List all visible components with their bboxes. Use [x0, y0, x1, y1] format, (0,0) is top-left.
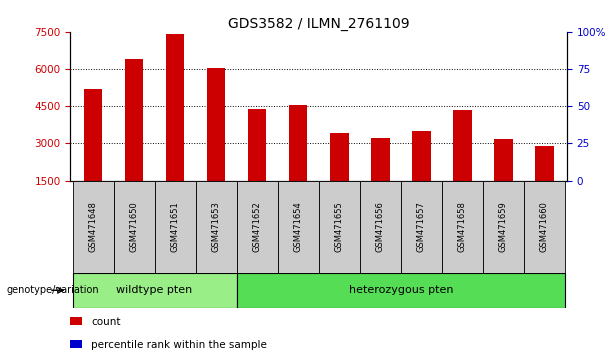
Title: GDS3582 / ILMN_2761109: GDS3582 / ILMN_2761109: [228, 17, 409, 31]
Bar: [524, 181, 565, 273]
Text: GSM471650: GSM471650: [129, 201, 139, 252]
Text: GSM471655: GSM471655: [335, 201, 344, 252]
Bar: [483, 181, 524, 273]
Text: GSM471656: GSM471656: [376, 201, 385, 252]
Bar: [535, 146, 554, 181]
Bar: [154, 181, 196, 273]
Bar: [371, 138, 389, 181]
Bar: [113, 181, 154, 273]
Text: GSM471657: GSM471657: [417, 201, 426, 252]
Bar: [278, 181, 319, 273]
Text: wildtype pten: wildtype pten: [116, 285, 192, 295]
Bar: [72, 273, 237, 308]
Bar: [248, 109, 267, 181]
Bar: [412, 131, 430, 181]
Bar: [166, 34, 185, 181]
Text: GSM471648: GSM471648: [88, 201, 97, 252]
Text: GSM471654: GSM471654: [294, 201, 303, 252]
Bar: [330, 133, 349, 181]
Bar: [401, 181, 442, 273]
Text: GSM471651: GSM471651: [170, 201, 180, 252]
Bar: [319, 181, 360, 273]
Text: GSM471653: GSM471653: [211, 201, 221, 252]
Bar: [207, 68, 226, 181]
Text: heterozygous pten: heterozygous pten: [349, 285, 453, 295]
Bar: [289, 105, 308, 181]
Text: genotype/variation: genotype/variation: [6, 285, 99, 295]
Text: GSM471658: GSM471658: [458, 201, 467, 252]
Bar: [494, 139, 512, 181]
Text: percentile rank within the sample: percentile rank within the sample: [91, 340, 267, 350]
Bar: [70, 340, 82, 348]
Bar: [196, 181, 237, 273]
Text: GSM471659: GSM471659: [499, 201, 508, 252]
Bar: [237, 273, 565, 308]
Text: GSM471660: GSM471660: [540, 201, 549, 252]
Bar: [237, 181, 278, 273]
Text: GSM471652: GSM471652: [253, 201, 262, 252]
Text: count: count: [91, 317, 121, 327]
Bar: [442, 181, 483, 273]
Bar: [453, 110, 471, 181]
Bar: [360, 181, 401, 273]
Bar: [70, 317, 82, 325]
Bar: [72, 181, 113, 273]
Bar: [84, 89, 102, 181]
Bar: [125, 59, 143, 181]
